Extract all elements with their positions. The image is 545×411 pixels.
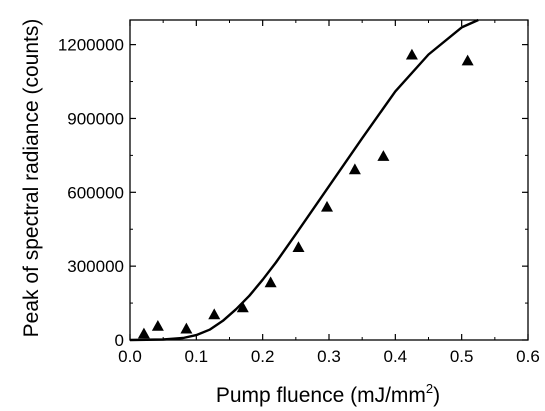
x-axis-title-superscript: 2 [426, 381, 433, 396]
plot-frame [129, 19, 529, 341]
data-point-triangle [321, 200, 334, 212]
x-tick-label: 0.6 [516, 347, 540, 366]
x-axis-title-main: Pump fluence (mJ/mm [216, 384, 426, 407]
x-tick-label: 0.1 [185, 347, 209, 366]
data-point-triangle [405, 48, 418, 60]
data-point-triangle [208, 308, 221, 320]
x-axis-title: Pump fluence (mJ/mm2) [216, 381, 440, 407]
x-tick-label: 0.3 [317, 347, 341, 366]
data-point-triangle [236, 301, 249, 313]
y-tick-label: 0 [115, 331, 124, 350]
data-point-triangle [292, 241, 305, 252]
x-tick-label: 0.2 [251, 347, 275, 366]
y-tick-label: 300000 [67, 257, 124, 276]
data-point-triangle [180, 322, 193, 334]
data-point-triangle [461, 54, 474, 66]
data-point-triangle [264, 276, 277, 288]
x-tick-label: 0.0 [118, 347, 142, 366]
x-tick-label: 0.4 [384, 347, 408, 366]
fit-curve [129, 18, 479, 342]
x-axis-title-suffix: ) [433, 384, 440, 407]
data-point-triangle [348, 163, 361, 175]
x-tick-label: 0.5 [450, 347, 474, 366]
y-axis-title: Peak of spectral radiance (counts) [20, 19, 43, 338]
data-point-triangle [151, 319, 164, 331]
data-point-triangle [137, 327, 150, 339]
y-tick-label: 1200000 [58, 36, 124, 55]
y-tick-label: 900000 [67, 109, 124, 128]
y-tick-label: 600000 [67, 183, 124, 202]
data-point-triangle [377, 150, 390, 161]
